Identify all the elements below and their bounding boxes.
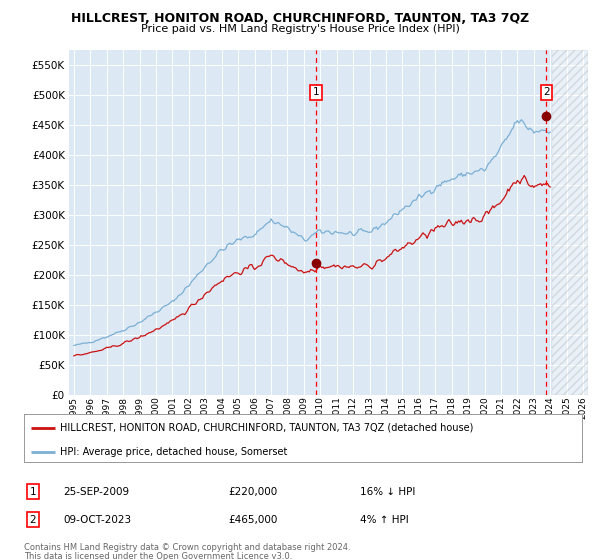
Text: HILLCREST, HONITON ROAD, CHURCHINFORD, TAUNTON, TA3 7QZ: HILLCREST, HONITON ROAD, CHURCHINFORD, T… <box>71 12 529 25</box>
Text: 2: 2 <box>543 87 550 97</box>
Text: 1: 1 <box>29 487 37 497</box>
Text: This data is licensed under the Open Government Licence v3.0.: This data is licensed under the Open Gov… <box>24 552 292 560</box>
Text: 25-SEP-2009: 25-SEP-2009 <box>63 487 129 497</box>
Text: £220,000: £220,000 <box>228 487 277 497</box>
Text: Price paid vs. HM Land Registry's House Price Index (HPI): Price paid vs. HM Land Registry's House … <box>140 24 460 34</box>
Text: HPI: Average price, detached house, Somerset: HPI: Average price, detached house, Some… <box>60 446 287 456</box>
Text: Contains HM Land Registry data © Crown copyright and database right 2024.: Contains HM Land Registry data © Crown c… <box>24 543 350 552</box>
Bar <box>552 50 588 395</box>
Text: HILLCREST, HONITON ROAD, CHURCHINFORD, TAUNTON, TA3 7QZ (detached house): HILLCREST, HONITON ROAD, CHURCHINFORD, T… <box>60 423 473 433</box>
Text: 16% ↓ HPI: 16% ↓ HPI <box>360 487 415 497</box>
Text: £465,000: £465,000 <box>228 515 277 525</box>
Text: 1: 1 <box>313 87 319 97</box>
Text: 2: 2 <box>29 515 37 525</box>
Text: 4% ↑ HPI: 4% ↑ HPI <box>360 515 409 525</box>
Text: 09-OCT-2023: 09-OCT-2023 <box>63 515 131 525</box>
